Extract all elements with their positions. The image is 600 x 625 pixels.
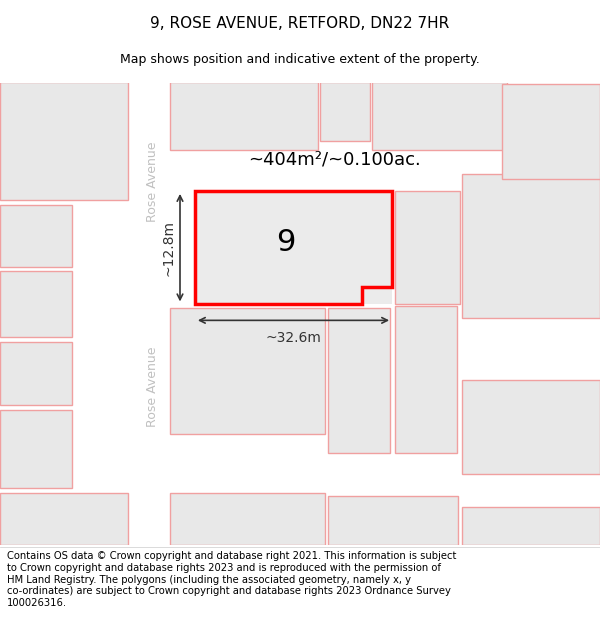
Bar: [395, 306, 457, 452]
Bar: [462, 174, 600, 319]
Bar: [170, 82, 318, 151]
Bar: [502, 84, 600, 179]
Text: ~404m²/~0.100ac.: ~404m²/~0.100ac.: [248, 151, 421, 169]
Text: Map shows position and indicative extent of the property.: Map shows position and indicative extent…: [120, 53, 480, 66]
Bar: [395, 191, 460, 304]
Bar: [0, 342, 72, 405]
Bar: [0, 410, 72, 488]
Bar: [128, 82, 170, 545]
Bar: [328, 308, 390, 452]
Bar: [0, 82, 128, 201]
Text: Contains OS data © Crown copyright and database right 2021. This information is : Contains OS data © Crown copyright and d…: [7, 551, 457, 608]
Bar: [462, 508, 600, 545]
Bar: [328, 496, 458, 545]
Text: Rose Avenue: Rose Avenue: [146, 141, 158, 222]
Text: 9, ROSE AVENUE, RETFORD, DN22 7HR: 9, ROSE AVENUE, RETFORD, DN22 7HR: [151, 16, 449, 31]
Bar: [462, 380, 600, 474]
Bar: [0, 271, 72, 338]
Text: ~12.8m: ~12.8m: [161, 219, 175, 276]
Bar: [170, 493, 325, 545]
Bar: [320, 82, 370, 141]
Bar: [0, 493, 128, 545]
Bar: [170, 308, 325, 434]
Bar: [372, 82, 507, 151]
PathPatch shape: [195, 191, 392, 304]
Text: 9: 9: [276, 229, 295, 258]
Text: Rose Avenue: Rose Avenue: [146, 346, 158, 427]
Text: ~32.6m: ~32.6m: [266, 331, 322, 345]
Bar: [0, 205, 72, 266]
Bar: [195, 191, 392, 304]
Bar: [170, 151, 600, 174]
